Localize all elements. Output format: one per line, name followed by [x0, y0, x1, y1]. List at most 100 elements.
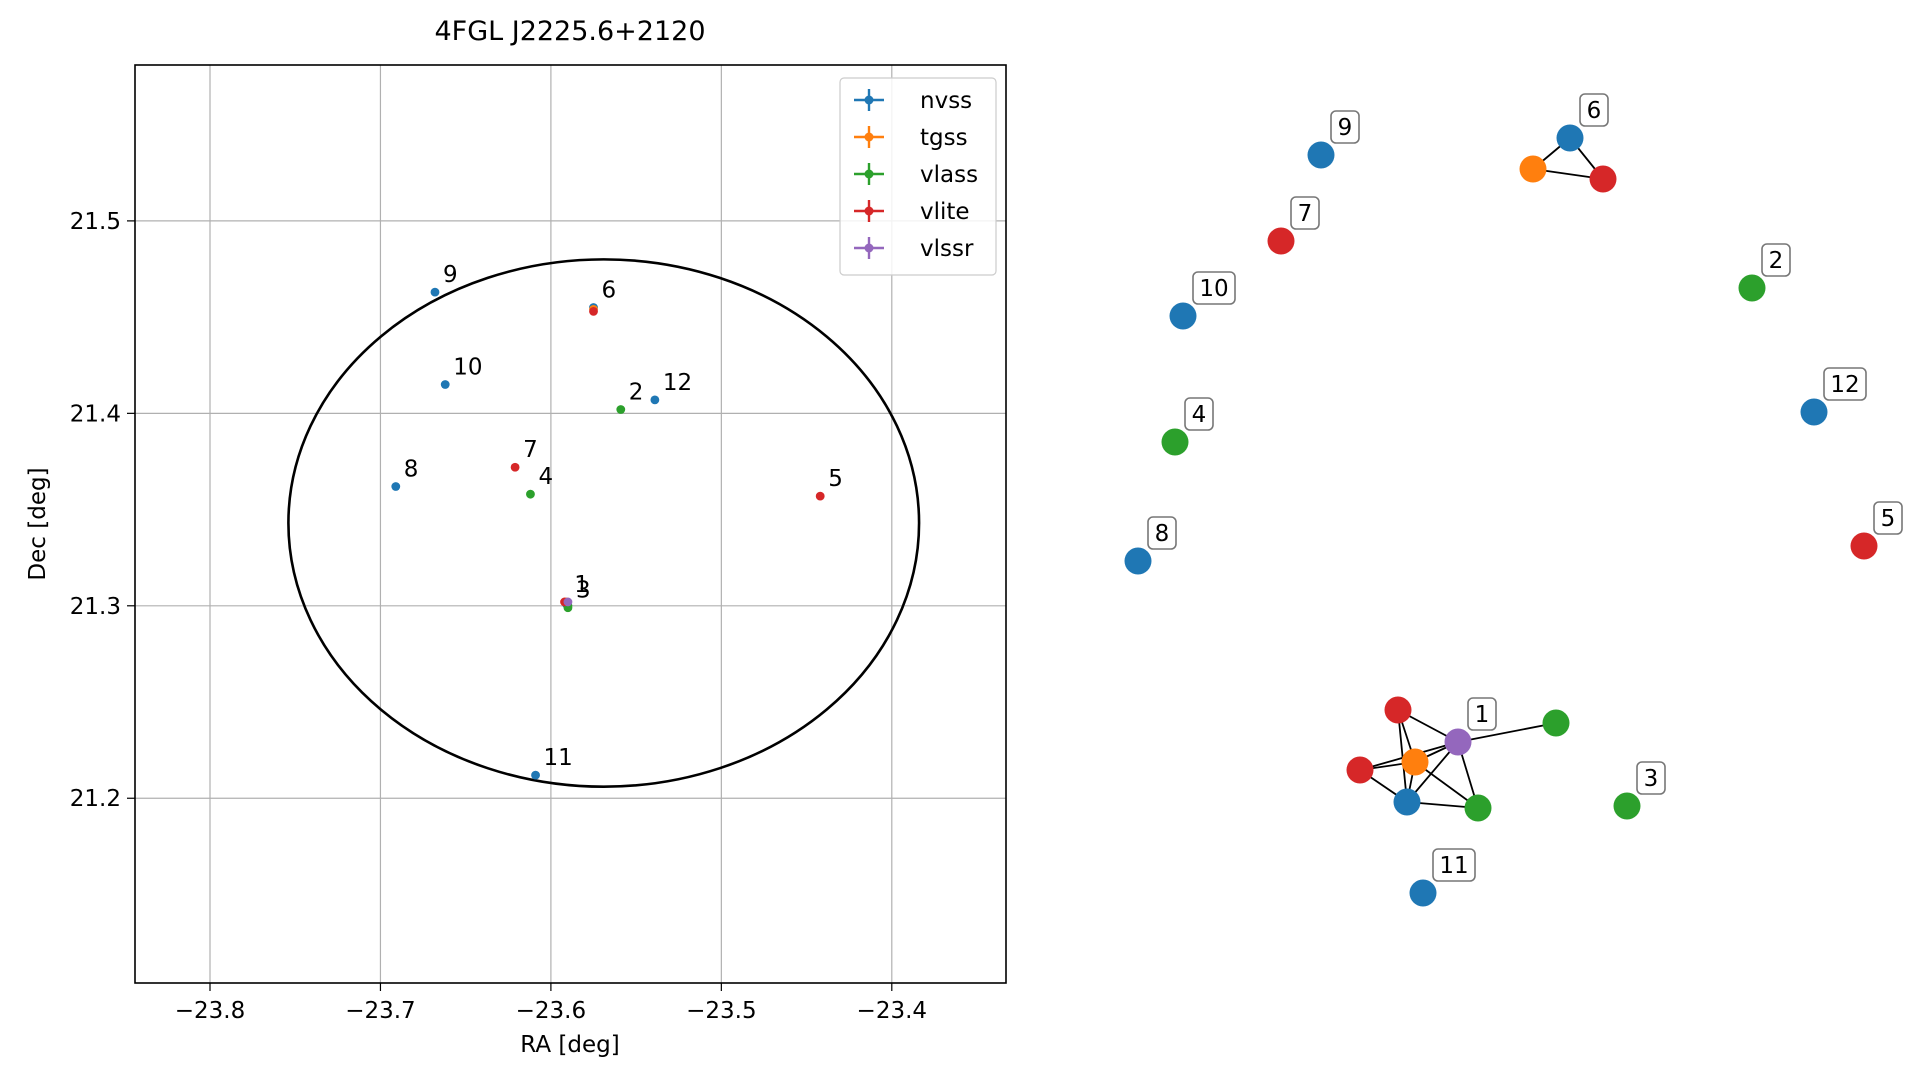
node-label-box-r5 [1873, 501, 1903, 535]
point-vlite-6 [589, 306, 598, 316]
node-p1 [1444, 728, 1472, 756]
source-label-9: 9 [443, 262, 458, 288]
node-label-r7: 7 [1298, 201, 1313, 227]
node-n1 [1393, 788, 1421, 816]
source-label-10: 10 [453, 354, 482, 380]
point-nvss-11 [531, 770, 540, 780]
node-label-n8: 8 [1155, 521, 1170, 547]
node-g1b [1464, 794, 1492, 822]
grid-lines [135, 65, 1006, 983]
source-label-7: 7 [523, 437, 538, 463]
source-label-5: 5 [828, 466, 843, 492]
node-n12 [1800, 398, 1828, 426]
y-axis-ticks: 21.2 21.3 21.4 21.5 [70, 209, 135, 812]
point-nvss-12 [650, 395, 660, 405]
source-label-12: 12 [663, 370, 692, 396]
node-label-box-g2 [1761, 243, 1791, 277]
source-label-2: 2 [629, 379, 644, 405]
node-n9 [1307, 141, 1335, 169]
edge-p1-g1a [1457, 722, 1557, 743]
node-r7 [1267, 227, 1295, 255]
node-label-n12: 12 [1830, 372, 1859, 398]
source-label-8: 8 [404, 456, 419, 482]
y-axis-label: Dec [deg] [25, 467, 51, 580]
x-axis-ticks: −23.8 −23.7 −23.6 −23.5 −23.4 [175, 983, 927, 1024]
legend: nvss tgss vlass vlite vlssr [839, 77, 997, 276]
source-label-3: 3 [576, 578, 591, 604]
y-tick-label: 21.2 [70, 786, 121, 812]
legend-marker-dot-vlite [864, 206, 874, 216]
point-vlite-7 [510, 462, 520, 472]
ellipse-layer [287, 258, 921, 788]
legend-box [839, 77, 997, 276]
node-n8 [1124, 547, 1152, 575]
legend-label-vlssr: vlssr [920, 236, 974, 262]
node-label-box-n9 [1330, 110, 1360, 144]
node-label-n11: 11 [1439, 853, 1468, 879]
node-label-r5: 5 [1881, 506, 1896, 532]
source-label-11: 11 [544, 745, 573, 771]
x-tick-label: −23.7 [345, 998, 415, 1024]
node-r1b [1346, 756, 1374, 784]
point-vlass-2 [616, 405, 626, 414]
y-tick-label: 21.4 [70, 401, 121, 427]
node-label-box-g3 [1636, 761, 1666, 795]
node-r6 [1589, 165, 1617, 193]
y-tick-label: 21.3 [70, 594, 121, 620]
legend-label-vlite: vlite [920, 199, 970, 225]
node-label-box-r7 [1290, 196, 1320, 230]
node-g3 [1613, 792, 1641, 820]
point-nvss-10 [440, 380, 450, 389]
legend-marker-dot-nvss [864, 95, 874, 105]
edge-r1a-n1 [1397, 709, 1408, 803]
point-vlass-4 [526, 489, 535, 499]
point-annotations: 9 10 8 6 2 12 74 5 13 11 [404, 262, 843, 771]
network-graph-panel: 9 6 7 2 10 4 12 8 5 1 3 11 [1124, 93, 1903, 907]
node-r5 [1850, 532, 1878, 560]
source-label-1: 1 [574, 572, 589, 598]
node-label-box-n11 [1432, 848, 1476, 882]
legend-label-vlass: vlass [920, 162, 978, 188]
legend-label-tgss: tgss [920, 125, 968, 151]
source-label-4: 4 [538, 464, 553, 490]
legend-label-nvss: nvss [920, 88, 972, 114]
x-tick-label: −23.5 [686, 998, 756, 1024]
node-g4 [1161, 428, 1189, 456]
node-t1 [1401, 748, 1429, 776]
node-label-g2: 2 [1769, 248, 1784, 274]
point-vlssr-1 [563, 597, 573, 607]
source-label-6: 6 [602, 277, 617, 303]
chart-title: 4FGL J2225.6+2120 [434, 16, 705, 47]
node-label-p1: 1 [1475, 702, 1490, 728]
node-label-box-n12 [1823, 367, 1867, 401]
node-g1a [1542, 709, 1570, 737]
x-axis-label: RA [deg] [520, 1032, 619, 1058]
x-tick-label: −23.6 [516, 998, 586, 1024]
y-tick-label: 21.5 [70, 209, 121, 235]
node-t6 [1519, 155, 1547, 183]
x-tick-label: −23.4 [857, 998, 927, 1024]
point-nvss-9 [430, 287, 440, 297]
legend-marker-dot-vlass [864, 169, 874, 179]
point-nvss-8 [391, 482, 401, 491]
node-label-n6: 6 [1587, 98, 1602, 124]
node-n10 [1169, 302, 1197, 330]
point-vlite-5 [815, 491, 825, 501]
plot-frame [134, 64, 1007, 984]
data-points [391, 287, 825, 780]
node-label-g4: 4 [1192, 402, 1207, 428]
uncertainty-ellipse [287, 258, 921, 788]
node-n11 [1409, 879, 1437, 907]
node-label-n9: 9 [1338, 115, 1353, 141]
node-label-box-n8 [1147, 516, 1177, 550]
node-label-box-n6 [1579, 93, 1609, 127]
node-n6 [1556, 124, 1584, 152]
legend-marker-dot-tgss [864, 132, 874, 142]
legend-marker-dot-vlssr [864, 243, 874, 253]
x-tick-label: −23.8 [175, 998, 245, 1024]
node-label-box-p1 [1467, 697, 1497, 731]
node-label-g3: 3 [1644, 766, 1659, 792]
node-label-n10: 10 [1199, 276, 1228, 302]
node-label-box-g4 [1184, 397, 1214, 431]
